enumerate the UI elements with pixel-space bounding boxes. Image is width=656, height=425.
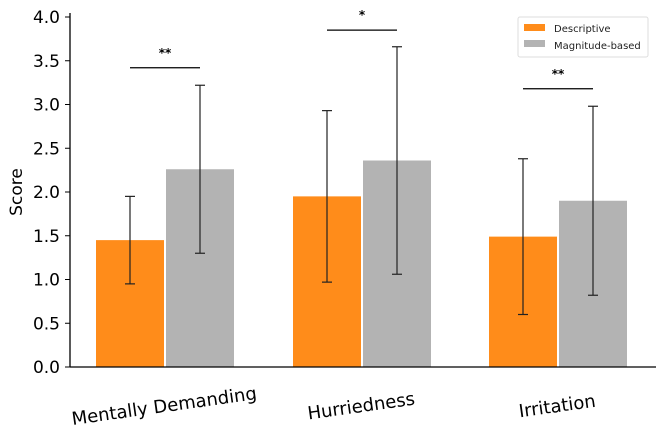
x-tick-label: Hurriedness	[306, 389, 416, 425]
significance-label: *	[359, 8, 366, 22]
y-tick-label: 0.0	[33, 358, 60, 378]
y-axis-label: Score	[7, 168, 27, 216]
x-tick-label: Mentally Demanding	[70, 383, 258, 425]
significance-label: **	[552, 67, 565, 81]
y-tick-label: 3.0	[33, 96, 60, 116]
y-tick-label: 4.0	[33, 8, 60, 28]
y-tick-label: 1.0	[33, 271, 60, 291]
y-tick-label: 2.5	[33, 139, 60, 159]
y-tick-label: 1.5	[33, 227, 60, 247]
legend-swatch-descriptive	[524, 24, 545, 31]
x-tick-label: Irritation	[517, 391, 597, 423]
legend-swatch-magnitude	[524, 40, 545, 47]
significance-label: **	[159, 46, 172, 60]
legend-label-descriptive: Descriptive	[554, 24, 611, 35]
y-tick-label: 3.5	[33, 52, 60, 72]
y-tick-label: 0.5	[33, 314, 60, 334]
legend-label-magnitude: Magnitude-based	[554, 41, 641, 52]
y-tick-label: 2.0	[33, 183, 60, 203]
legend: Descriptive Magnitude-based	[517, 16, 649, 58]
